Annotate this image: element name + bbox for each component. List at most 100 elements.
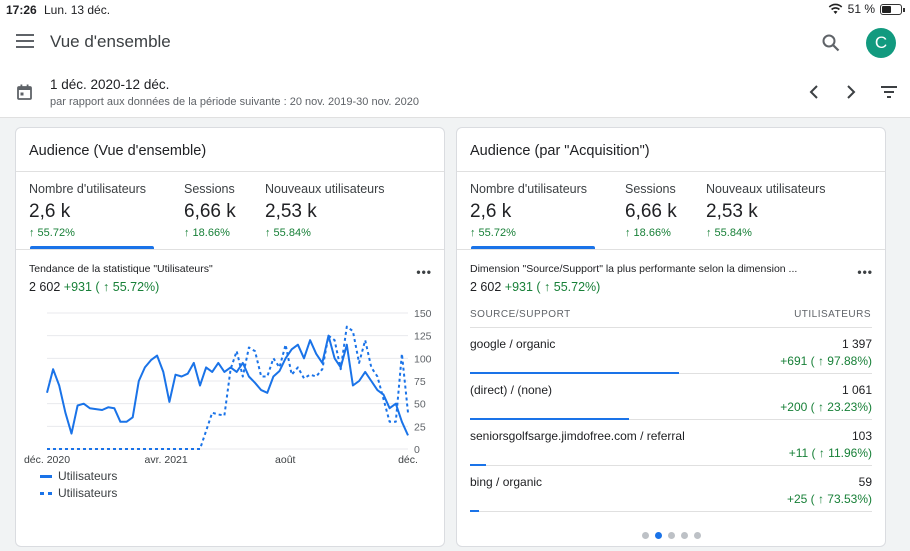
y-tick-label: 125 <box>414 331 432 343</box>
legend-swatch-dotted <box>40 492 52 496</box>
total-value: 2 602 <box>470 280 502 294</box>
table-row[interactable]: bing / organic 59 +25 ( ↑ 73.53%) <box>470 466 872 512</box>
divider <box>457 249 885 250</box>
metric-value: 6,66 k <box>184 201 236 222</box>
row-users: 103 <box>851 429 872 443</box>
users-trend-chart: 0 25 50 75 100 125 150 déc. 2020 avr. 2021 août dé… <box>24 308 432 463</box>
x-tick-label: août <box>275 454 296 463</box>
metric-label: Sessions <box>625 182 676 196</box>
row-source: (direct) / (none) <box>470 383 553 397</box>
page-dot[interactable] <box>680 532 688 539</box>
x-tick-label: déc. <box>398 454 418 463</box>
metric-label: Nombre d'utilisateurs <box>29 182 147 196</box>
metric-new-users[interactable]: Nouveaux utilisateurs 2,53 k ↑ 55.84% <box>706 182 826 239</box>
series-line-previous <box>47 325 409 450</box>
metric-value: 2,6 k <box>470 201 512 222</box>
wifi-icon <box>828 3 842 14</box>
col-header-source: SOURCE/SUPPORT <box>470 309 571 320</box>
table-row[interactable]: google / organic 1 397 +691 ( ↑ 97.88%) <box>470 328 872 374</box>
date-range[interactable]: 1 déc. 2020-12 déc. <box>50 77 170 92</box>
search-icon[interactable] <box>821 33 841 53</box>
row-users: 1 061 <box>841 383 872 397</box>
metric-change: ↑ 18.66% <box>625 227 671 239</box>
series-line-current <box>46 334 409 436</box>
row-change: +691 ( ↑ 97.88%) <box>780 354 872 368</box>
page-dot[interactable] <box>693 532 701 539</box>
y-tick-label: 50 <box>414 399 426 411</box>
trend-title: Tendance de la statistique "Utilisateurs… <box>29 263 213 275</box>
menu-icon[interactable] <box>16 34 34 48</box>
metric-value: 2,53 k <box>706 201 758 222</box>
row-share-bar <box>470 510 479 512</box>
divider <box>16 249 444 250</box>
metric-users[interactable]: Nombre d'utilisateurs 2,6 k ↑ 55.72% <box>29 182 146 239</box>
more-options-icon[interactable]: ••• <box>416 265 432 279</box>
row-share-bar <box>470 464 486 466</box>
metric-change: ↑ 55.72% <box>470 227 516 239</box>
chevron-right-icon[interactable] <box>840 82 860 102</box>
metric-change: ↑ 55.72% <box>29 227 75 239</box>
app-header: Vue d'ensemble C <box>0 20 910 66</box>
calendar-icon[interactable] <box>17 84 32 100</box>
row-source: seniorsgolfsarge.jimdofree.com / referra… <box>470 429 685 443</box>
row-change: +200 ( ↑ 23.23%) <box>780 400 872 414</box>
metric-sessions[interactable]: Sessions 6,66 k ↑ 18.66% <box>184 182 236 239</box>
metric-value: 2,53 k <box>265 201 317 222</box>
battery-icon <box>880 3 905 15</box>
table-row[interactable]: (direct) / (none) 1 061 +200 ( ↑ 23.23%) <box>470 374 872 420</box>
legend-item-dotted: Utilisateurs <box>40 486 117 500</box>
card-title: Audience (par "Acquisition") <box>470 143 650 159</box>
y-tick-label: 75 <box>414 376 426 388</box>
metric-change: ↑ 18.66% <box>184 227 230 239</box>
divider <box>16 171 444 172</box>
total-change: +931 ( ↑ 55.72%) <box>504 280 601 294</box>
row-users: 59 <box>858 475 872 489</box>
page-dot[interactable] <box>654 532 662 539</box>
row-change: +25 ( ↑ 73.53%) <box>786 492 872 506</box>
total-change: +931 ( ↑ 55.72%) <box>63 280 160 294</box>
status-bar: 17:26 Lun. 13 déc. 51 % <box>0 0 910 20</box>
card-title: Audience (Vue d'ensemble) <box>29 143 207 159</box>
x-tick-label: avr. 2021 <box>145 454 188 463</box>
metric-label: Nombre d'utilisateurs <box>470 182 588 196</box>
selected-tab-indicator <box>471 246 595 249</box>
metric-label: Nouveaux utilisateurs <box>265 182 385 196</box>
acquisition-card: Audience (par "Acquisition") Nombre d'ut… <box>456 127 886 547</box>
col-header-users: UTILISATEURS <box>794 309 871 320</box>
total-value: 2 602 <box>29 280 61 294</box>
dimension-title: Dimension "Source/Support" la plus perfo… <box>470 263 798 275</box>
metric-value: 2,6 k <box>29 201 71 222</box>
x-tick-label: déc. 2020 <box>24 454 70 463</box>
page-dot[interactable] <box>641 532 649 539</box>
compare-period: par rapport aux données de la période su… <box>50 96 419 108</box>
metric-change: ↑ 55.84% <box>706 227 752 239</box>
dimension-total: 2 602 +931 ( ↑ 55.72%) <box>470 280 600 294</box>
table-row[interactable]: seniorsgolfsarge.jimdofree.com / referra… <box>470 420 872 466</box>
date-range-bar: 1 déc. 2020-12 déc. par rapport aux donn… <box>0 66 910 118</box>
audience-overview-card: Audience (Vue d'ensemble) Nombre d'utili… <box>15 127 445 547</box>
legend-label: Utilisateurs <box>58 486 118 500</box>
legend-label: Utilisateurs <box>58 469 118 483</box>
filter-icon[interactable] <box>879 82 899 102</box>
status-time: 17:26 <box>6 3 37 17</box>
metric-users[interactable]: Nombre d'utilisateurs 2,6 k ↑ 55.72% <box>470 182 587 239</box>
status-date: Lun. 13 déc. <box>44 3 111 17</box>
metric-sessions[interactable]: Sessions 6,66 k ↑ 18.66% <box>625 182 677 239</box>
y-tick-label: 0 <box>414 444 420 456</box>
row-source: google / organic <box>470 337 556 351</box>
row-source: bing / organic <box>470 475 543 489</box>
metric-new-users[interactable]: Nouveaux utilisateurs 2,53 k ↑ 55.84% <box>265 182 385 239</box>
row-users: 1 397 <box>841 337 872 351</box>
legend-swatch-solid <box>40 475 52 479</box>
row-share-bar <box>470 372 680 374</box>
metric-change: ↑ 55.84% <box>265 227 311 239</box>
battery-percent: 51 % <box>847 2 875 16</box>
divider <box>457 171 885 172</box>
page-dot[interactable] <box>667 532 675 539</box>
selected-tab-indicator <box>30 246 154 249</box>
chevron-left-icon[interactable] <box>805 82 825 102</box>
more-options-icon[interactable]: ••• <box>857 265 873 279</box>
avatar[interactable]: C <box>866 28 896 58</box>
metric-value: 6,66 k <box>625 201 677 222</box>
row-change: +11 ( ↑ 11.96%) <box>788 446 872 460</box>
